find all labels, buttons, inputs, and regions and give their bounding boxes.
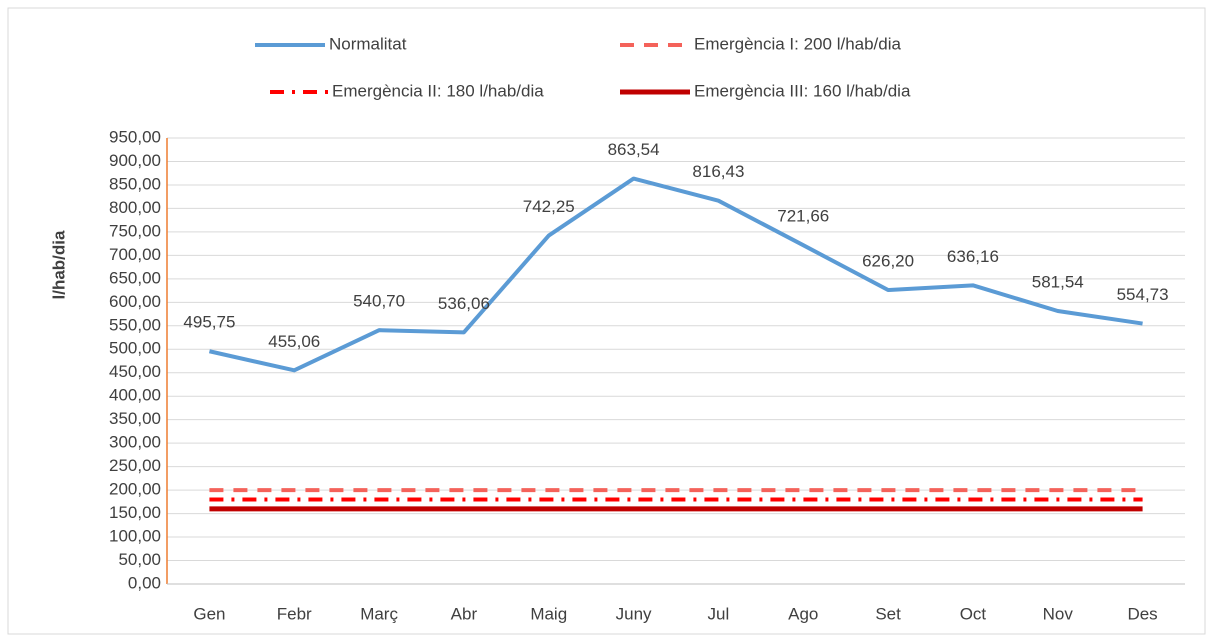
x-tick-label: Maig: [530, 604, 567, 623]
y-tick-label: 300,00: [109, 433, 161, 452]
line-series: [208, 176, 1143, 373]
y-tick-label: 400,00: [109, 386, 161, 405]
data-label: 863,54: [608, 140, 660, 159]
y-tick-label: 150,00: [109, 503, 161, 522]
data-label: 554,73: [1117, 285, 1169, 304]
y-tick-label: 200,00: [109, 480, 161, 499]
legend-label: Normalitat: [329, 34, 407, 53]
chart-border: [7, 7, 1206, 635]
y-tick-label: 900,00: [109, 151, 161, 170]
x-tick-label: Març: [360, 604, 398, 623]
y-tick-label: 250,00: [109, 456, 161, 475]
y-tick-label: 0,00: [128, 573, 161, 592]
y-tick-label: 550,00: [109, 315, 161, 334]
data-label: 536,06: [438, 294, 490, 313]
y-tick-label: 750,00: [109, 221, 161, 240]
legend-label: Emergència I: 200 l/hab/dia: [694, 34, 902, 53]
data-label: 455,06: [268, 332, 320, 351]
y-tick-label: 600,00: [109, 292, 161, 311]
y-tick-label: 350,00: [109, 409, 161, 428]
x-tick-label: Gen: [193, 604, 225, 623]
legend-label: Emergència III: 160 l/hab/dia: [694, 81, 911, 100]
y-tick-label: 450,00: [109, 362, 161, 381]
y-tick-label: 950,00: [109, 127, 161, 146]
y-tick-label: 500,00: [109, 339, 161, 358]
y-axis-label: l/hab/dia: [49, 230, 68, 300]
y-tick-label: 700,00: [109, 245, 161, 264]
data-label: 540,70: [353, 292, 405, 311]
x-tick-label: Jul: [708, 604, 730, 623]
data-label: 636,16: [947, 247, 999, 266]
y-tick-label: 850,00: [109, 174, 161, 193]
x-tick-label: Juny: [616, 604, 652, 623]
x-tick-label: Abr: [451, 604, 478, 623]
x-tick-label: Ago: [788, 604, 818, 623]
x-tick-label: Febr: [277, 604, 312, 623]
x-tick-label: Oct: [960, 604, 987, 623]
y-tick-label: 650,00: [109, 268, 161, 287]
data-label: 816,43: [692, 162, 744, 181]
y-tick-label: 100,00: [109, 527, 161, 546]
y-tick-label: 50,00: [118, 550, 161, 569]
data-label: 495,75: [183, 313, 235, 332]
data-label: 742,25: [523, 197, 575, 216]
data-label: 581,54: [1032, 272, 1084, 291]
data-label: 721,66: [777, 207, 829, 226]
x-tick-label: Nov: [1043, 604, 1074, 623]
x-tick-label: Des: [1127, 604, 1157, 623]
data-label: 626,20: [862, 251, 914, 270]
y-tick-label: 800,00: [109, 198, 161, 217]
legend-label: Emergència II: 180 l/hab/dia: [332, 81, 544, 100]
x-tick-label: Set: [875, 604, 901, 623]
